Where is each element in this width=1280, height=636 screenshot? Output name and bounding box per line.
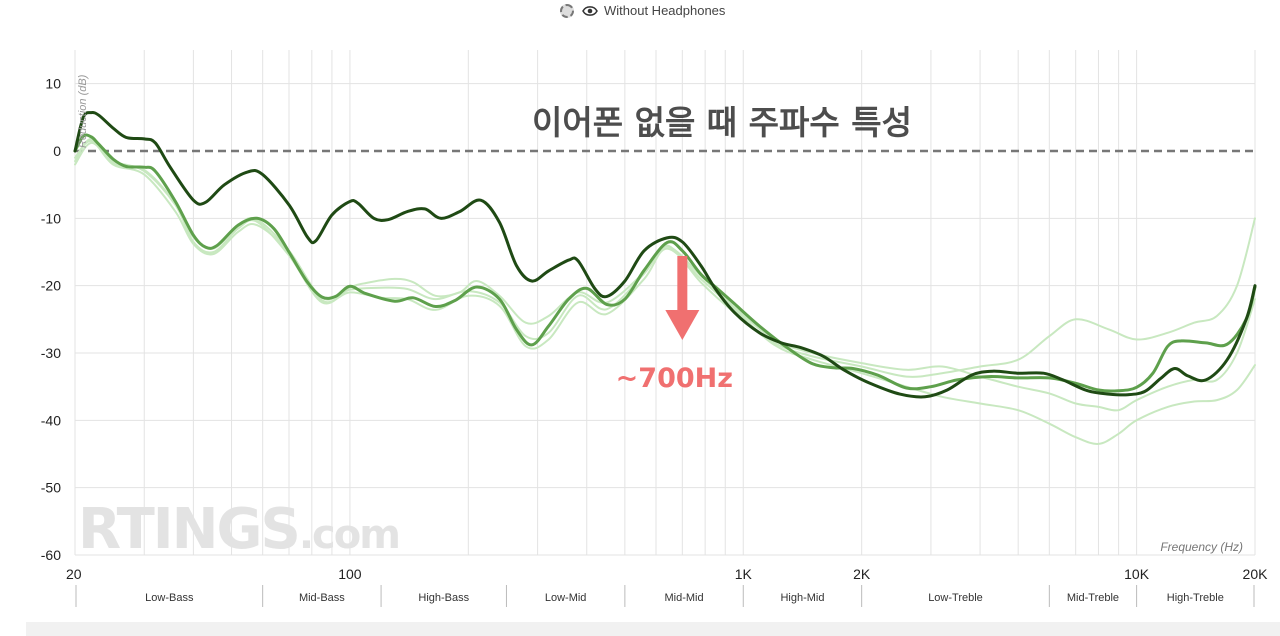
band-label: High-Bass xyxy=(418,592,469,604)
frequency-bands: Low-Bass Mid-Bass High-Bass Low-Mid Mid-Mid H… xyxy=(75,585,1255,607)
y-tick-label: -10 xyxy=(41,210,61,226)
y-tick-label: -50 xyxy=(41,480,61,496)
bottom-scroll-strip xyxy=(26,622,1280,636)
y-tick-label: -30 xyxy=(41,345,61,361)
y-tick-label: -40 xyxy=(41,412,61,428)
down-arrow-icon xyxy=(677,256,688,311)
dashed-circle-icon[interactable] xyxy=(560,3,574,18)
band-label: High-Treble xyxy=(1167,592,1224,604)
y-axis-label: Reduction (dB) xyxy=(77,74,89,148)
x-tick-label: 2K xyxy=(853,566,871,582)
annotation-layer: 이어폰 없을 때 주파수 특성 ~700Hz xyxy=(532,103,912,394)
series-line-individual-light-1 xyxy=(74,141,1256,378)
x-axis-label: Frequency (Hz) xyxy=(1160,540,1243,554)
y-tick-label: -60 xyxy=(41,547,61,563)
y-tick-label: 10 xyxy=(45,76,61,92)
x-tick-label: 20 xyxy=(66,566,82,582)
x-tick-label: 1K xyxy=(735,566,753,582)
x-tick-label: 20K xyxy=(1243,566,1269,582)
legend-label[interactable]: Without Headphones xyxy=(604,3,726,18)
down-arrow-head xyxy=(665,310,700,340)
series-line-individual-light-2 xyxy=(74,139,1256,445)
y-tick-labels: 10 0 -10 -20 -30 -40 -50 -60 xyxy=(41,76,61,563)
y-tick-label: -20 xyxy=(41,278,61,294)
horizontal-gridlines xyxy=(75,83,1255,556)
band-label: Low-Treble xyxy=(928,592,983,604)
annotation-frequency: ~700Hz xyxy=(616,363,733,394)
eye-icon[interactable] xyxy=(582,5,598,17)
annotation-title: 이어폰 없을 때 주파수 특성 xyxy=(532,103,912,142)
band-label: Low-Mid xyxy=(545,592,587,604)
band-label: Mid-Mid xyxy=(664,592,703,604)
band-label: Low-Bass xyxy=(145,592,194,604)
series-line-measured-dark xyxy=(73,111,1257,399)
series-lines xyxy=(73,111,1257,445)
y-tick-label: 0 xyxy=(53,143,61,159)
band-label: High-Mid xyxy=(780,592,824,604)
vertical-gridlines xyxy=(74,50,1256,555)
legend: Without Headphones xyxy=(0,0,1280,24)
watermark-layer: RTINGS.com xyxy=(78,497,401,562)
band-label: Mid-Bass xyxy=(299,592,345,604)
band-label: Mid-Treble xyxy=(1067,592,1119,604)
x-tick-label: 100 xyxy=(338,566,362,582)
watermark-rtings: RTINGS.com xyxy=(78,497,399,562)
x-tick-label: 10K xyxy=(1124,566,1150,582)
x-tick-labels: 20 100 1K 2K 10K 20K xyxy=(66,566,1268,582)
